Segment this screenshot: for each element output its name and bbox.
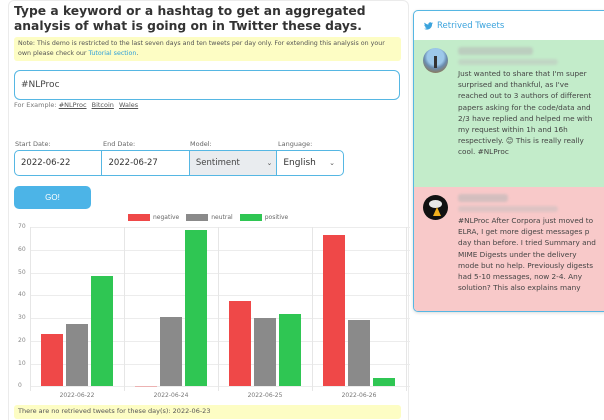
tweets-panel-header: Retrived Tweets [414, 11, 604, 40]
y-tick-label: 20 [18, 336, 26, 344]
x-tick-label: 2022-06-24 [153, 392, 189, 399]
x-tick-label: 2022-06-25 [247, 392, 283, 399]
bar-neutral[interactable] [348, 319, 370, 387]
bar-negative[interactable] [323, 234, 346, 387]
gridline [30, 318, 410, 320]
end-date-label: End Date: [103, 140, 136, 148]
positive-swatch [239, 214, 262, 221]
tweet-author-name [458, 47, 533, 55]
bar-positive[interactable] [278, 313, 301, 387]
chevron-down-icon: ⌄ [266, 159, 273, 167]
tweets-panel-title: Retrived Tweets [437, 20, 505, 31]
gridline [30, 227, 410, 228]
legend-item-negative[interactable]: negative [128, 214, 179, 221]
tweet-text: Just wanted to share that I'm super surp… [458, 69, 593, 157]
y-tick-label: 50 [18, 268, 26, 276]
language-label: Language: [278, 140, 313, 148]
avatar [423, 195, 448, 220]
retrieved-tweets-panel: Retrived Tweets Just wanted to share tha… [413, 10, 604, 312]
y-tick-label: 40 [18, 291, 26, 299]
tweet-card-negative[interactable]: #NLProc After Corpora just moved to ELRA… [414, 187, 604, 311]
y-tick-label: 60 [18, 245, 26, 253]
negative-swatch [128, 214, 150, 221]
legend-label: neutral [211, 214, 233, 221]
bar-positive[interactable] [90, 275, 113, 387]
avatar [423, 48, 448, 73]
y-tick-label: 30 [18, 314, 26, 322]
model-value: Sentiment [195, 158, 240, 168]
gridline [406, 227, 407, 391]
search-input[interactable] [14, 70, 400, 100]
gridline [30, 295, 410, 297]
gridline [312, 227, 313, 391]
start-date-input[interactable]: 2022-06-22 [15, 151, 103, 175]
end-date-input[interactable]: 2022-06-27 [102, 151, 190, 175]
bar-negative[interactable] [135, 385, 158, 387]
example-link-wales[interactable]: Wales [118, 101, 139, 109]
note-text: Note: This demo is restricted to the las… [18, 40, 385, 57]
y-tick-label: 0 [18, 382, 22, 390]
gridline [30, 227, 31, 391]
gridline [124, 227, 125, 391]
legend-label: positive [264, 214, 289, 221]
bar-positive[interactable] [184, 229, 207, 387]
gridline [218, 227, 219, 391]
example-link-nlproc[interactable]: #NLProc [58, 101, 87, 109]
tweet-card-positive[interactable]: Just wanted to share that I'm super surp… [414, 40, 604, 187]
filter-group: 2022-06-22 2022-06-27 Sentiment ⌄ English… [14, 150, 344, 176]
bar-positive[interactable] [372, 378, 395, 387]
neutral-swatch [186, 214, 209, 221]
bar-neutral[interactable] [66, 323, 88, 387]
gridline [30, 340, 410, 342]
examples-label: For Example: [14, 101, 57, 109]
tweet-author-name [458, 194, 508, 202]
chevron-down-icon: ⌄ [329, 159, 335, 167]
language-value: English [283, 158, 316, 168]
legend-item-positive[interactable]: positive [239, 214, 289, 221]
x-tick-label: 2022-06-22 [59, 392, 95, 399]
model-label: Model: [190, 140, 212, 148]
missing-days-note: There are no retrieved tweets for these … [14, 405, 401, 419]
bar-neutral[interactable] [254, 317, 276, 387]
bar-negative[interactable] [229, 300, 252, 387]
tweet-text: #NLProc After Corpora just moved to ELRA… [458, 216, 596, 293]
model-select[interactable]: Sentiment ⌄ [189, 151, 278, 175]
x-tick-label: 2022-06-26 [341, 392, 377, 399]
start-date-value: 2022-06-22 [21, 158, 71, 168]
y-tick-label: 70 [18, 223, 26, 230]
legend-label: negative [153, 214, 180, 221]
end-date-value: 2022-06-27 [108, 158, 158, 168]
twitter-bird-icon [424, 21, 433, 30]
example-link-bitcoin[interactable]: Bitcoin [91, 101, 114, 109]
y-tick-label: 10 [18, 359, 26, 367]
language-select[interactable]: English ⌄ [277, 151, 343, 175]
gridline [30, 249, 410, 251]
legend-item-neutral[interactable]: neutral [186, 214, 233, 221]
tweet-author-handle [458, 206, 558, 212]
gridline [30, 363, 410, 365]
tutorial-link[interactable]: Tutorial section [88, 50, 137, 57]
bar-negative[interactable] [41, 334, 64, 387]
go-button[interactable]: GO! [14, 186, 91, 209]
gridline [30, 386, 410, 388]
info-note: Note: This demo is restricted to the las… [14, 37, 401, 61]
sentiment-bar-chart: 0 10 20 30 40 50 60 70 2022-06-22 2022-06-24 2022-… [8, 220, 410, 400]
gridline [30, 272, 410, 274]
start-date-label: Start Date: [15, 140, 51, 148]
note-end: . [136, 50, 139, 57]
bar-neutral[interactable] [160, 317, 182, 387]
page-title: Type a keyword or a hashtag to get an ag… [14, 4, 366, 33]
chart-legend: negative neutral positive [128, 214, 295, 221]
tweet-author-handle [458, 59, 558, 65]
examples-hint: For Example: #NLProc Bitcoin Wales [14, 101, 141, 109]
